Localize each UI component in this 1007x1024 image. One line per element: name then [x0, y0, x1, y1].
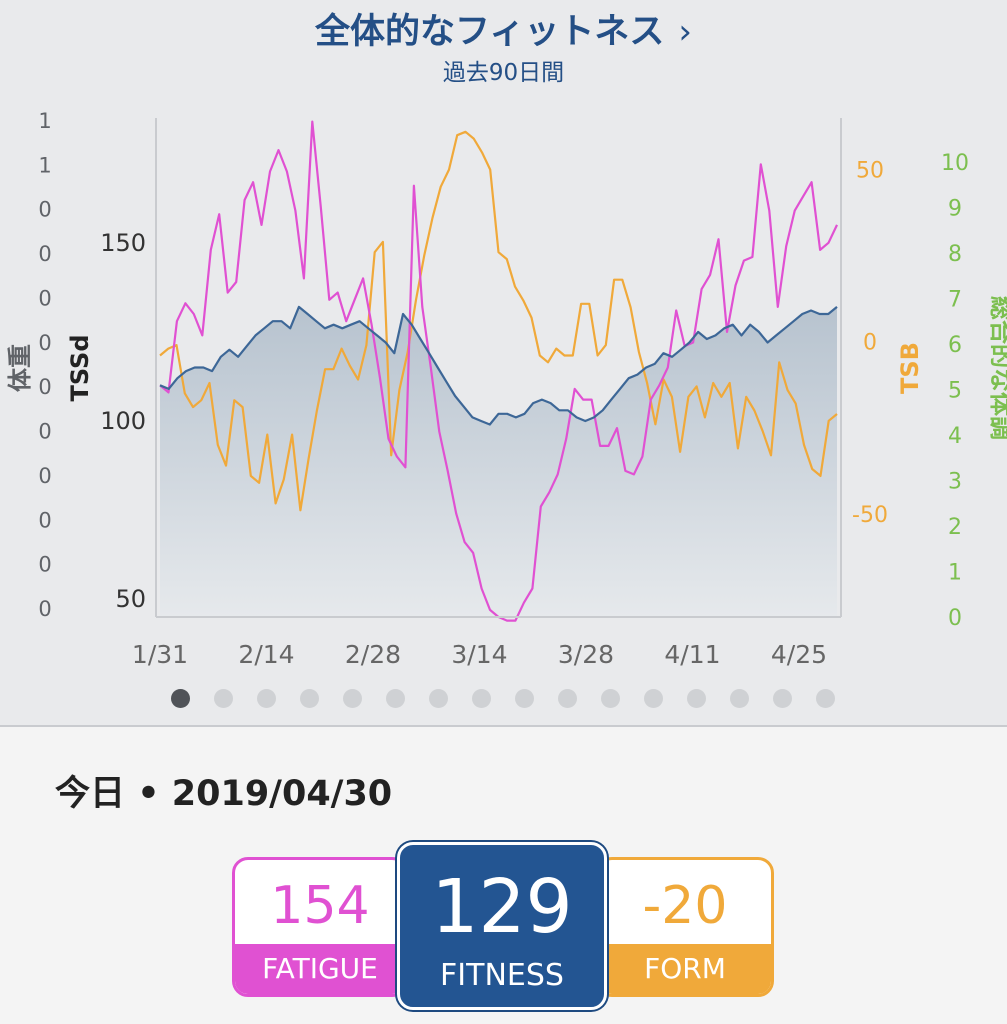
page-dot[interactable] [300, 689, 319, 708]
form-value: -20 [642, 876, 728, 936]
overall-tick-label: 3 [948, 470, 962, 495]
fatigue-label: FATIGUE [235, 944, 405, 994]
tssd-tick-label: 100 [100, 407, 146, 435]
overall-tick-label: 9 [948, 197, 962, 222]
x-tick-label: 3/14 [451, 640, 507, 669]
fitness-chart[interactable]: 110000000000体重15010050TSSd500-50TSB10987… [0, 100, 1007, 680]
chart-title-link[interactable]: 全体的なフィットネス › [0, 10, 1007, 54]
form-line [159, 130, 838, 512]
tsb-tick-label: 0 [863, 331, 877, 356]
weight-tick-label: 0 [38, 375, 51, 399]
page-dot[interactable] [214, 689, 233, 708]
x-tick-label: 2/28 [345, 640, 401, 669]
overall-tick-label: 2 [948, 515, 962, 540]
page-dot[interactable] [601, 689, 620, 708]
tsb-axis-label: TSB [896, 342, 924, 394]
fatigue-card[interactable]: 154 FATIGUE [232, 857, 408, 997]
chart-title: 全体的なフィットネス [315, 12, 665, 52]
form-card[interactable]: -20 FORM [596, 857, 774, 997]
weight-tick-label: 0 [38, 508, 51, 532]
overall-tick-label: 8 [948, 242, 962, 267]
tssd-tick-label: 150 [100, 229, 146, 257]
x-tick-label: 4/25 [771, 640, 827, 669]
overall-tick-label: 7 [948, 288, 962, 313]
weight-tick-label: 1 [38, 109, 51, 133]
fatigue-value: 154 [270, 876, 370, 936]
page-dot[interactable] [515, 689, 534, 708]
weight-tick-label: 0 [38, 331, 51, 355]
weight-axis-label: 体重 [6, 344, 34, 392]
weight-tick-label: 0 [38, 242, 51, 266]
fitness-value: 129 [431, 864, 573, 950]
overall-tick-label: 1 [948, 561, 962, 586]
today-label: 今日 [55, 774, 126, 814]
tsb-tick-label: 50 [856, 159, 884, 184]
fitness-area [160, 306, 837, 617]
overall-tick-label: 0 [948, 606, 962, 631]
overall-tick-label: 10 [941, 151, 969, 176]
weight-tick-label: 0 [38, 286, 51, 310]
page-dot[interactable] [343, 689, 362, 708]
chevron-right-icon: › [678, 12, 692, 52]
tssd-axis-label: TSSd [66, 334, 94, 401]
overall-tick-label: 6 [948, 333, 962, 358]
tssd-tick-label: 50 [115, 585, 146, 613]
date-separator: • [137, 774, 160, 814]
overall-axis-label: 総合的な体調 [987, 296, 1007, 440]
weight-tick-label: 0 [38, 553, 51, 577]
weight-tick-label: 0 [38, 420, 51, 444]
page-dot[interactable] [386, 689, 405, 708]
page-dot[interactable] [816, 689, 835, 708]
page-indicator[interactable] [0, 689, 1007, 711]
weight-tick-label: 0 [38, 464, 51, 488]
weight-tick-label: 1 [38, 153, 51, 177]
today-date-row: 今日 • 2019/04/30 [55, 772, 392, 816]
page-dot[interactable] [171, 689, 190, 708]
page-dot[interactable] [257, 689, 276, 708]
today-date: 2019/04/30 [171, 774, 393, 814]
chart-subtitle: 過去90日間 [442, 60, 565, 86]
fitness-card[interactable]: 129 FITNESS [397, 842, 607, 1010]
fitness-line [159, 305, 838, 426]
weight-tick-label: 0 [38, 198, 51, 222]
x-tick-label: 1/31 [132, 640, 188, 669]
page-dot[interactable] [687, 689, 706, 708]
overall-tick-label: 5 [948, 379, 962, 404]
x-tick-label: 4/11 [664, 640, 720, 669]
chart-panel: 全体的なフィットネス › 過去90日間 1 1 0 0 0 0 0 0 0 0 0 0 体重 150 100 5… [0, 0, 1007, 727]
form-label: FORM [599, 944, 771, 994]
overall-tick-label: 4 [948, 424, 962, 449]
page-dot[interactable] [773, 689, 792, 708]
fitness-label: FITNESS [440, 958, 564, 993]
page-dot[interactable] [644, 689, 663, 708]
page-dot[interactable] [472, 689, 491, 708]
page-dot[interactable] [730, 689, 749, 708]
x-tick-label: 2/14 [238, 640, 294, 669]
weight-tick-label: 0 [38, 597, 51, 621]
page-dot[interactable] [558, 689, 577, 708]
tsb-tick-label: -50 [852, 503, 888, 528]
x-tick-label: 3/28 [558, 640, 614, 669]
page-dot[interactable] [429, 689, 448, 708]
